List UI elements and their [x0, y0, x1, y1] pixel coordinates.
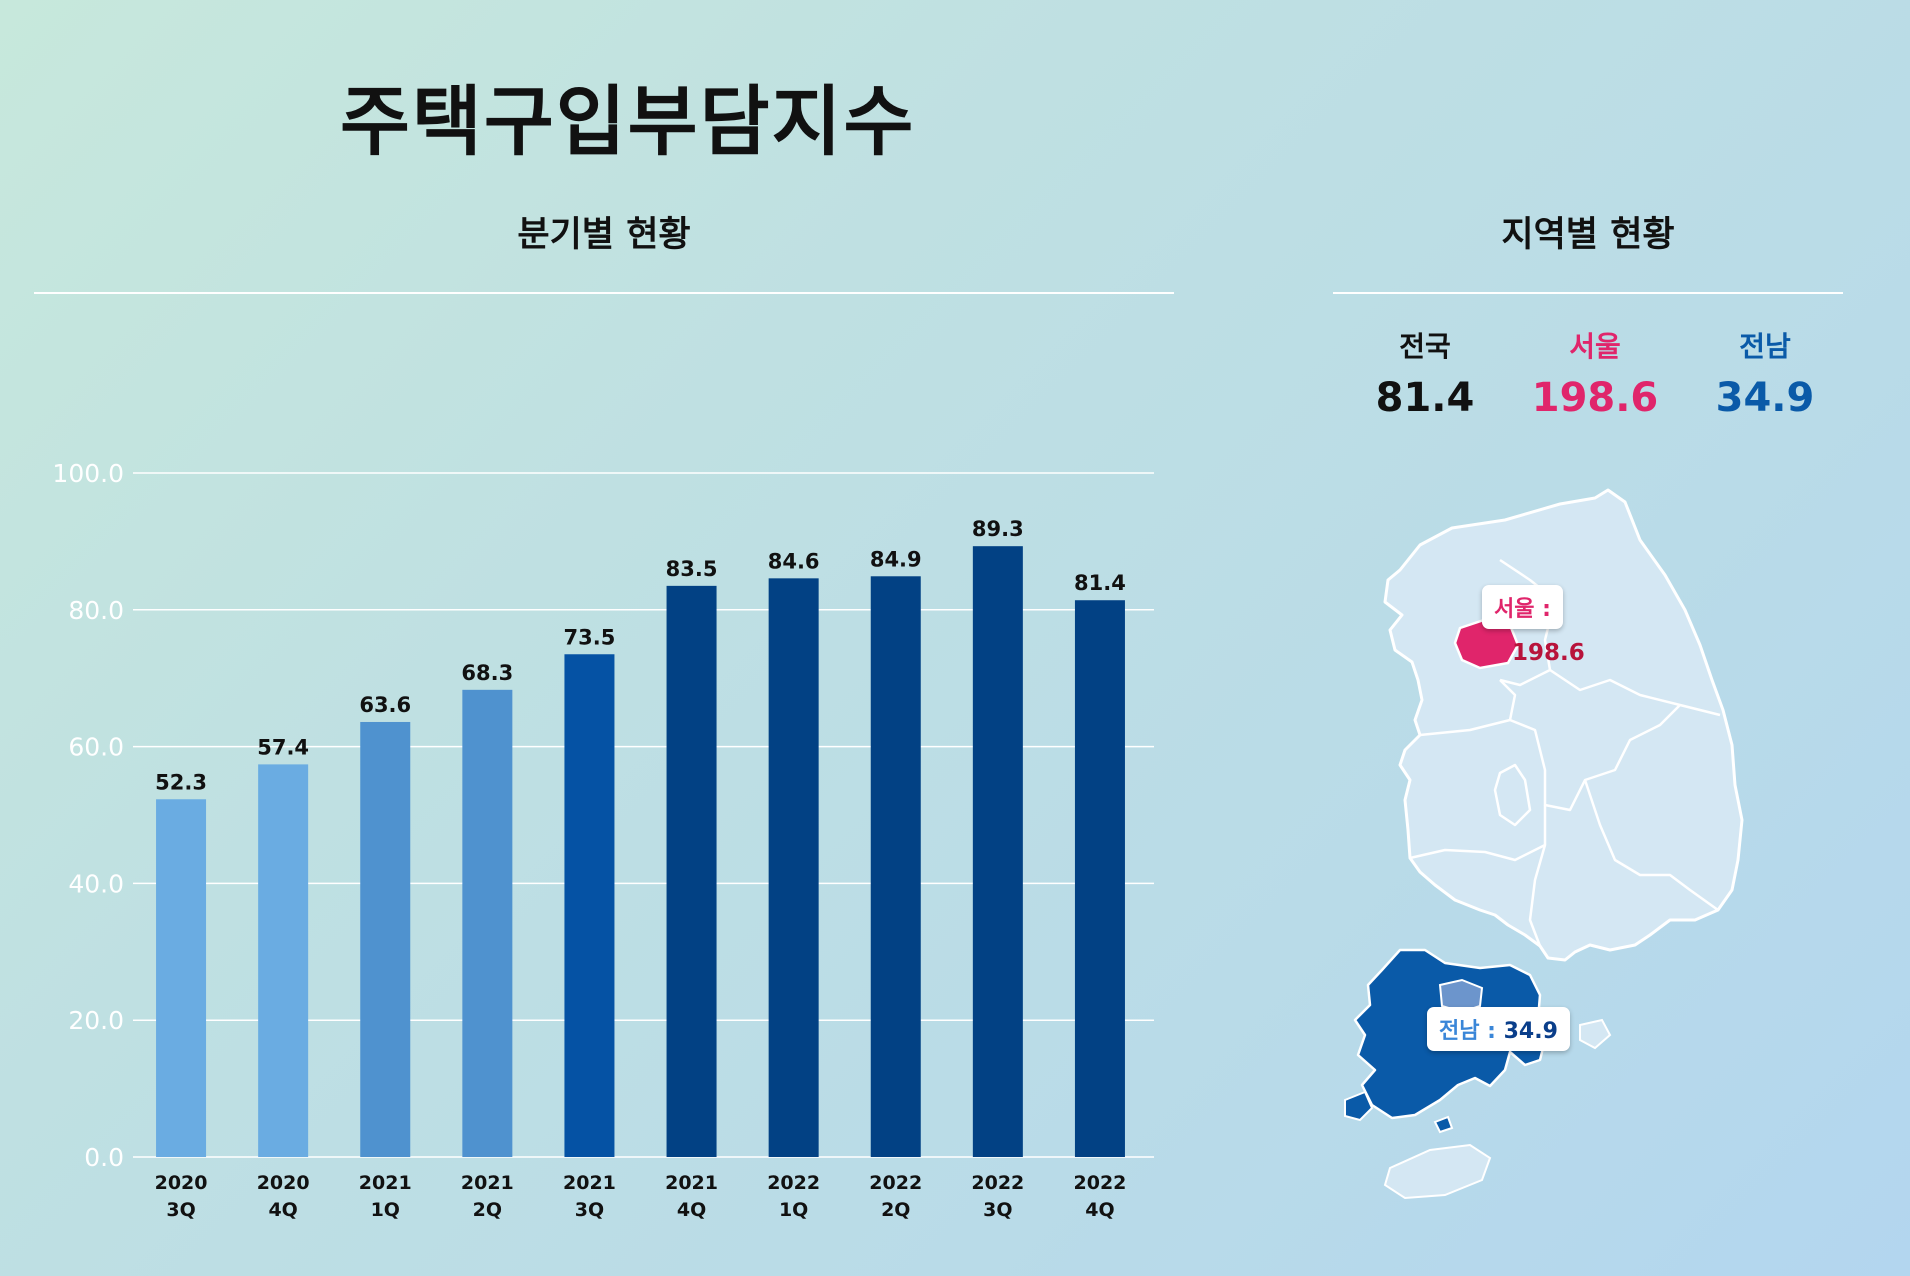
- regional-stats: 전국 81.4 서울 198.6 전남 34.9: [1340, 325, 1840, 421]
- data-label: 84.9: [870, 547, 922, 571]
- y-tick-label: 40.0: [68, 869, 124, 898]
- bar: [462, 689, 513, 1157]
- data-label: 73.5: [564, 625, 616, 649]
- seoul-callout-value: 198.6: [1512, 640, 1585, 666]
- x-tick-label-quarter: 2Q: [881, 1199, 910, 1221]
- regional-divider: [1333, 292, 1843, 294]
- x-tick-label-quarter: 4Q: [677, 1199, 706, 1221]
- y-tick-label: 100.0: [52, 459, 124, 488]
- x-tick-label-year: 2020: [257, 1172, 310, 1194]
- y-tick-label: 20.0: [68, 1006, 124, 1035]
- map-island-west: [1344, 1090, 1374, 1122]
- stat-seoul: 서울 198.6: [1510, 325, 1680, 421]
- x-tick-label-year: 2021: [665, 1172, 718, 1194]
- data-label: 57.4: [257, 735, 309, 759]
- y-tick-label: 60.0: [68, 733, 124, 762]
- y-tick-label: 0.0: [84, 1143, 124, 1172]
- quarterly-heading: 분기별 현황: [517, 215, 691, 255]
- stat-jeonnam: 전남 34.9: [1680, 325, 1850, 421]
- x-tick-label-year: 2020: [155, 1172, 208, 1194]
- x-tick-label-year: 2022: [1074, 1172, 1127, 1194]
- jeonnam-callout-label: 전남 :: [1439, 1019, 1504, 1044]
- map-borders: [1409, 558, 1721, 947]
- stat-national: 전국 81.4: [1340, 325, 1510, 421]
- data-label: 63.6: [359, 693, 411, 717]
- map-island-jeju: [1383, 1143, 1492, 1200]
- bar: [768, 578, 819, 1157]
- x-tick-label-year: 2021: [461, 1172, 514, 1194]
- bar: [666, 585, 717, 1157]
- x-tick-label-year: 2022: [869, 1172, 922, 1194]
- x-tick-label-quarter: 1Q: [371, 1199, 400, 1221]
- data-label: 68.3: [461, 661, 513, 685]
- map-mainland: [1383, 488, 1744, 962]
- bar: [870, 576, 921, 1157]
- x-tick-label-quarter: 3Q: [983, 1199, 1012, 1221]
- bar: [564, 654, 615, 1157]
- x-tick-label-quarter: 4Q: [268, 1199, 297, 1221]
- data-label: 89.3: [972, 517, 1024, 541]
- bar: [156, 799, 207, 1157]
- x-tick-label-year: 2021: [563, 1172, 616, 1194]
- seoul-callout-label: 서울 :: [1494, 597, 1551, 622]
- page-title: 주택구입부담지수: [340, 77, 916, 166]
- map-gwangju: [1438, 978, 1484, 1014]
- x-tick-label-quarter: 4Q: [1085, 1199, 1114, 1221]
- bar: [360, 721, 411, 1157]
- x-tick-label-quarter: 2Q: [473, 1199, 502, 1221]
- x-tick-label-quarter: 3Q: [575, 1199, 604, 1221]
- quarterly-bar-chart: 0.0 20.0 40.0 60.0 80.0 100.0 52.3 2020 3Q 57.4 20…: [52, 459, 1127, 1221]
- stat-seoul-label: 서울: [1569, 330, 1621, 363]
- stat-jeonnam-value: 34.9: [1715, 375, 1815, 421]
- stat-national-value: 81.4: [1375, 375, 1475, 421]
- regional-heading: 지역별 현황: [1501, 215, 1675, 255]
- seoul-callout: 서울 :: [1482, 585, 1563, 629]
- x-tick-label-year: 2022: [767, 1172, 820, 1194]
- x-tick-label-quarter: 3Q: [166, 1199, 195, 1221]
- data-label: 52.3: [155, 770, 207, 794]
- korea-map: [1344, 488, 1744, 1200]
- quarterly-divider: [34, 292, 1174, 294]
- stat-seoul-value: 198.6: [1531, 375, 1659, 421]
- data-label: 84.6: [768, 549, 820, 573]
- map-island-south: [1433, 1115, 1454, 1134]
- y-tick-label: 80.0: [68, 596, 124, 625]
- stat-jeonnam-label: 전남: [1739, 330, 1791, 363]
- data-label: 83.5: [666, 557, 718, 581]
- jeonnam-callout: 전남 : 34.9: [1427, 1007, 1570, 1051]
- jeonnam-callout-value: 34.9: [1503, 1019, 1558, 1044]
- x-tick-label-year: 2022: [971, 1172, 1024, 1194]
- x-tick-label-quarter: 1Q: [779, 1199, 808, 1221]
- stat-national-label: 전국: [1399, 330, 1451, 363]
- map-island-southeast: [1579, 1018, 1612, 1050]
- x-tick-label-year: 2021: [359, 1172, 412, 1194]
- bar: [1074, 600, 1125, 1157]
- data-label: 81.4: [1074, 571, 1126, 595]
- bar: [258, 764, 309, 1157]
- bar: [972, 546, 1023, 1157]
